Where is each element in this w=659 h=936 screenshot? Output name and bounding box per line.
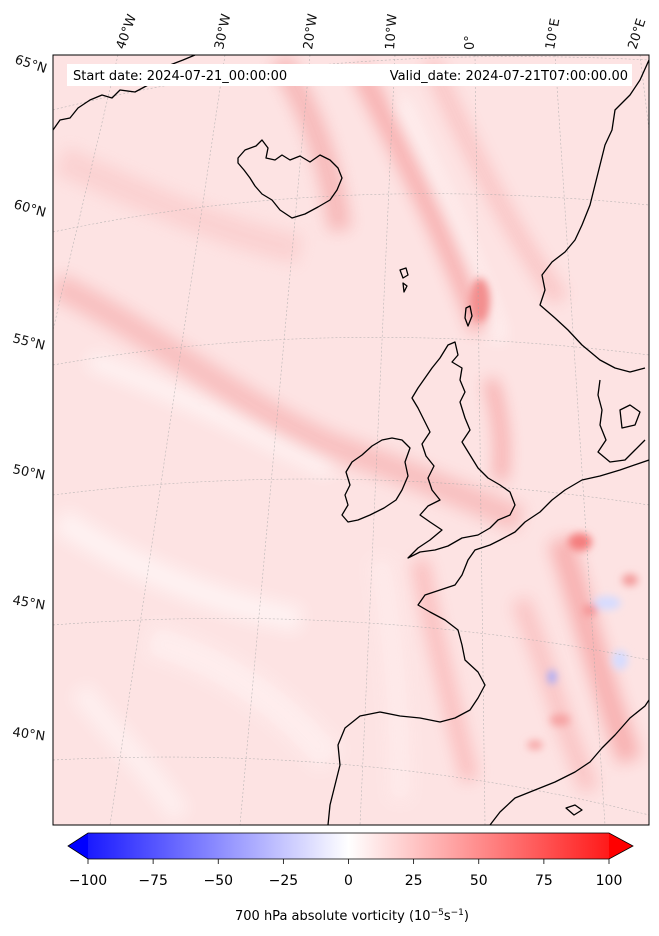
lon-label-30w: 30°W xyxy=(212,12,234,50)
colorbar-tick-label: −50 xyxy=(203,873,233,889)
lon-label-10e: 10°E xyxy=(543,17,563,50)
map-panel xyxy=(53,55,649,825)
lon-label-0: 0° xyxy=(463,35,478,50)
valid-date-text: Valid_date: 2024-07-21T07:00:00.00 xyxy=(390,69,628,84)
lat-label-50n: 50°N xyxy=(11,462,46,483)
mallorca-coast xyxy=(565,804,583,816)
lon-label-40w: 40°W xyxy=(114,12,140,51)
colorbar-tick-label: 75 xyxy=(535,873,553,889)
colorbar: −100 −75 −50 −25 0 25 50 75 100 700 hPa absolute… xyxy=(67,832,634,924)
longitude-labels: 40°W 30°W 20°W 10°W 0° 10°E 20°E xyxy=(114,12,650,51)
colorbar-body xyxy=(88,833,609,859)
lon-label-20e: 20°E xyxy=(626,17,650,51)
colorbar-extend-max xyxy=(609,833,633,859)
colorbar-ticks: −100 −75 −50 −25 0 25 50 75 100 xyxy=(69,859,623,889)
iceland-coast xyxy=(237,139,343,219)
colorbar-tick-label: −25 xyxy=(269,873,299,889)
colorbar-tick-label: 0 xyxy=(344,873,353,889)
lat-label-45n: 45°N xyxy=(11,593,46,613)
ireland-coast xyxy=(341,437,411,523)
colorbar-tick-label: −100 xyxy=(69,873,107,889)
colorbar-tick-label: 100 xyxy=(596,873,623,889)
start-date-text: Start date: 2024-07-21_00:00:00 xyxy=(73,69,287,84)
europe-coast xyxy=(327,459,649,825)
header-box xyxy=(67,64,632,86)
lat-label-60n: 60°N xyxy=(12,197,48,220)
great-britain-coast xyxy=(407,341,516,559)
map-frame xyxy=(52,54,650,826)
colorbar-tick-label: 25 xyxy=(405,873,423,889)
colorbar-label: 700 hPa absolute vorticity (10−5s−1) xyxy=(235,908,469,924)
coastlines xyxy=(53,55,649,825)
lat-label-55n: 55°N xyxy=(11,331,46,353)
latitude-labels: 65°N 60°N 55°N 50°N 45°N 40°N xyxy=(11,53,49,745)
lon-label-20w: 20°W xyxy=(301,13,321,51)
colorbar-extend-min xyxy=(68,833,88,859)
shetland-coast xyxy=(464,305,473,327)
norway-coast xyxy=(539,59,649,373)
vorticity-field xyxy=(53,55,642,821)
denmark-coast xyxy=(597,379,646,463)
graticule xyxy=(53,55,649,825)
colorbar-tick-label: −75 xyxy=(138,873,168,889)
faroes-coast xyxy=(399,267,409,293)
iberia-coast xyxy=(489,699,649,825)
lon-label-10w: 10°W xyxy=(383,13,400,50)
lat-label-40n: 40°N xyxy=(11,725,46,744)
lat-label-65n: 65°N xyxy=(13,53,49,77)
colorbar-tick-label: 50 xyxy=(470,873,488,889)
